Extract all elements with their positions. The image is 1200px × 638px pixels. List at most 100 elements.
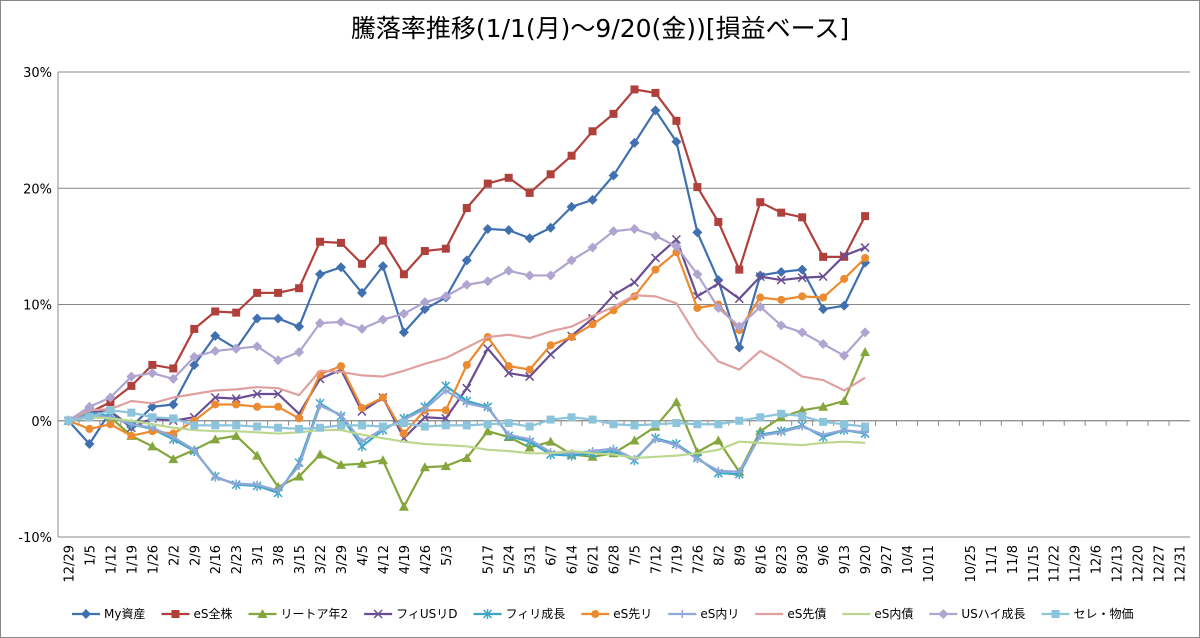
point bbox=[316, 237, 325, 246]
x-tick-label: 2/9 bbox=[188, 545, 203, 566]
point bbox=[525, 188, 534, 197]
point bbox=[315, 449, 326, 459]
x-tick-label: 9/20 bbox=[859, 545, 874, 574]
point bbox=[399, 419, 408, 428]
legend-item: リートア年2 bbox=[248, 607, 348, 621]
point bbox=[713, 279, 723, 289]
point bbox=[336, 459, 346, 469]
legend-item: eS先リ bbox=[581, 607, 652, 621]
point bbox=[462, 204, 471, 213]
point bbox=[608, 290, 619, 300]
point bbox=[566, 201, 577, 212]
point bbox=[253, 422, 262, 431]
point bbox=[524, 270, 535, 281]
point bbox=[462, 399, 471, 408]
y-tick-label: 10% bbox=[23, 299, 52, 314]
point bbox=[337, 421, 345, 430]
point bbox=[483, 403, 492, 412]
legend-label: eS先債 bbox=[787, 606, 826, 621]
point bbox=[714, 420, 723, 429]
x-tick-label: 8/2 bbox=[712, 545, 727, 566]
legend-item: セレ・物価 bbox=[1041, 607, 1134, 621]
x-tick-label: 8/23 bbox=[775, 545, 790, 574]
point bbox=[755, 301, 766, 312]
point bbox=[462, 383, 472, 393]
point bbox=[651, 88, 660, 97]
point bbox=[672, 419, 681, 428]
point bbox=[735, 416, 744, 425]
x-tick-label: 12/20 bbox=[1132, 545, 1147, 582]
point bbox=[713, 435, 724, 445]
point bbox=[546, 341, 555, 350]
point bbox=[588, 127, 597, 136]
point bbox=[357, 421, 366, 430]
point bbox=[756, 293, 765, 302]
point bbox=[545, 436, 556, 446]
point bbox=[524, 442, 535, 452]
point bbox=[609, 420, 618, 429]
point bbox=[85, 413, 94, 422]
point bbox=[608, 170, 619, 181]
point bbox=[232, 400, 241, 409]
point bbox=[461, 279, 472, 290]
point bbox=[713, 302, 724, 313]
point bbox=[231, 394, 241, 404]
point bbox=[419, 304, 430, 315]
point bbox=[567, 413, 576, 422]
legend-label: eS全株 bbox=[193, 606, 232, 621]
point bbox=[714, 466, 723, 475]
point bbox=[630, 455, 639, 464]
point bbox=[734, 294, 744, 304]
point bbox=[273, 313, 284, 324]
x-tick-label: 1/19 bbox=[125, 545, 140, 574]
point bbox=[503, 265, 514, 276]
point bbox=[399, 270, 408, 279]
point bbox=[503, 225, 514, 236]
y-tick-label: 20% bbox=[23, 182, 52, 197]
point bbox=[274, 423, 283, 432]
point bbox=[126, 371, 137, 382]
point bbox=[420, 405, 429, 414]
point bbox=[735, 265, 744, 274]
point bbox=[295, 414, 304, 423]
point bbox=[106, 406, 115, 415]
point bbox=[168, 454, 179, 464]
point bbox=[105, 392, 116, 403]
point bbox=[713, 275, 724, 286]
point bbox=[672, 441, 681, 450]
point bbox=[399, 429, 408, 438]
point bbox=[147, 401, 158, 412]
point bbox=[85, 424, 94, 433]
point bbox=[861, 212, 870, 221]
point bbox=[714, 217, 723, 226]
x-tick-label: 6/7 bbox=[545, 545, 560, 566]
x-tick-label: 12/13 bbox=[1111, 545, 1126, 582]
point bbox=[441, 406, 450, 415]
point bbox=[671, 241, 682, 252]
point bbox=[629, 223, 640, 234]
point bbox=[504, 368, 514, 378]
point bbox=[545, 222, 556, 233]
point bbox=[1051, 610, 1060, 618]
point bbox=[273, 355, 284, 366]
point bbox=[337, 238, 345, 247]
point bbox=[566, 255, 577, 266]
point bbox=[84, 401, 95, 412]
legend-label: USハイ成長 bbox=[961, 607, 1025, 621]
point bbox=[609, 109, 618, 118]
point bbox=[211, 473, 220, 482]
x-tick-label: 11/29 bbox=[1069, 545, 1084, 582]
point bbox=[546, 415, 555, 424]
point bbox=[211, 400, 220, 409]
legend-item: eS先債 bbox=[755, 606, 826, 621]
point bbox=[440, 291, 451, 302]
point bbox=[337, 410, 345, 419]
x-tick-label: 4/19 bbox=[398, 545, 413, 574]
point bbox=[377, 261, 388, 272]
point bbox=[462, 360, 471, 369]
point bbox=[252, 341, 263, 352]
x-tick-label: 8/30 bbox=[796, 545, 811, 574]
point bbox=[273, 389, 283, 399]
point bbox=[294, 321, 305, 332]
x-tick-label: 11/1 bbox=[985, 545, 1000, 574]
